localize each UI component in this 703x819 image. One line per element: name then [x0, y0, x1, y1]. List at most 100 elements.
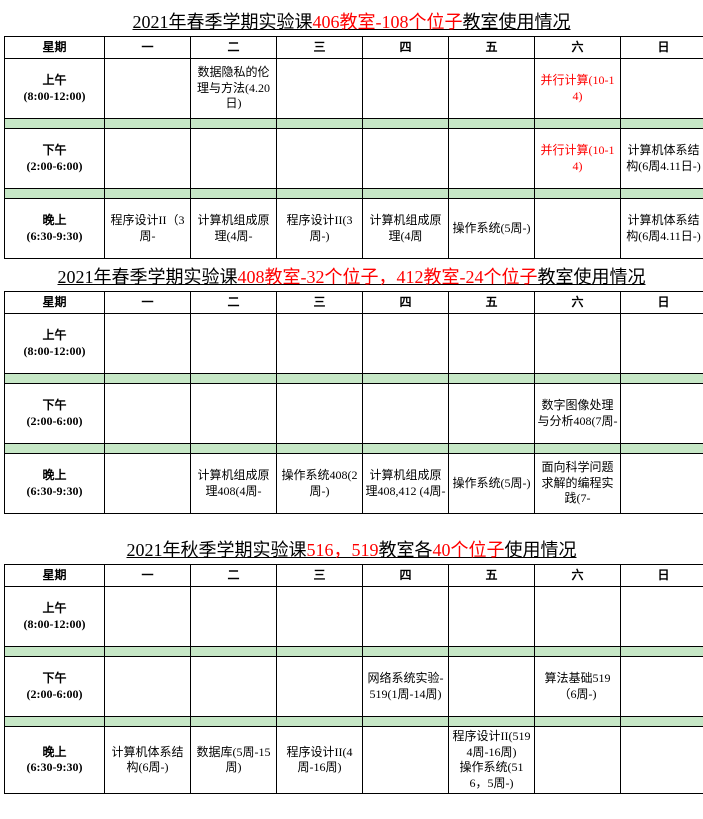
separator-row — [5, 119, 703, 129]
table-title: 2021年春季学期实验课406教室-108个位子教室使用情况 — [4, 8, 699, 34]
cell-evening-6 — [535, 199, 621, 259]
col-day-6: 六 — [535, 292, 621, 314]
sep-cell — [5, 444, 105, 454]
sep-cell — [277, 444, 363, 454]
cell-evening-2: 计算机组成原理408(4周- — [191, 454, 277, 514]
row-evening: 晚上(6:30-9:30)计算机体系结构(6周-)数据库(5周-15周)程序设计… — [5, 727, 703, 794]
header-row: 星期一二三四五六日 — [5, 292, 703, 314]
cell-afternoon-5 — [449, 129, 535, 189]
sep-cell — [277, 189, 363, 199]
sep-cell — [363, 444, 449, 454]
sep-cell — [621, 374, 703, 384]
rowhead-morning: 上午(8:00-12:00) — [5, 314, 105, 374]
separator-row — [5, 189, 703, 199]
cell-evening-1: 计算机体系结构(6周-) — [105, 727, 191, 794]
col-day-7: 日 — [621, 565, 703, 587]
table-title: 2021年春季学期实验课408教室-32个位子，412教室-24个位子教室使用情… — [4, 263, 699, 289]
cell-evening-4 — [363, 727, 449, 794]
cell-morning-2 — [191, 314, 277, 374]
schedule-table-3: 星期一二三四五六日上午(8:00-12:00) 下午(2:00-6:00)网络系统… — [4, 564, 703, 794]
cell-afternoon-3 — [277, 657, 363, 717]
cell-afternoon-2 — [191, 129, 277, 189]
col-day-6: 六 — [535, 37, 621, 59]
col-day-4: 四 — [363, 292, 449, 314]
sep-cell — [449, 444, 535, 454]
sep-cell — [277, 119, 363, 129]
cell-morning-7 — [621, 314, 703, 374]
cell-afternoon-6: 数字图像处理与分析408(7周- — [535, 384, 621, 444]
cell-morning-7 — [621, 59, 703, 119]
sep-cell — [105, 189, 191, 199]
cell-evening-3: 操作系统408(2周-) — [277, 454, 363, 514]
rowhead-afternoon: 下午(2:00-6:00) — [5, 384, 105, 444]
schedule-document: 2021年春季学期实验课406教室-108个位子教室使用情况星期一二三四五六日上… — [4, 8, 699, 794]
cell-morning-5 — [449, 59, 535, 119]
title-highlight: 40个位子 — [433, 540, 505, 560]
sep-cell — [5, 189, 105, 199]
sep-cell — [535, 119, 621, 129]
cell-evening-1: 程序设计II（3周- — [105, 199, 191, 259]
cell-afternoon-3 — [277, 384, 363, 444]
cell-afternoon-5 — [449, 657, 535, 717]
cell-morning-5 — [449, 314, 535, 374]
title-pre: 2021年秋季学期实验课 — [127, 540, 307, 560]
cell-afternoon-7 — [621, 384, 703, 444]
title-post: 使用情况 — [505, 540, 577, 560]
row-morning: 上午(8:00-12:00)数据隐私的伦理与方法(4.20日)并行计算(10-1… — [5, 59, 703, 119]
title-pre: 2021年春季学期实验课 — [133, 12, 313, 32]
sep-cell — [105, 717, 191, 727]
sep-cell — [191, 189, 277, 199]
row-afternoon: 下午(2:00-6:00)网络系统实验-519(1周-14周)算法基础519（6… — [5, 657, 703, 717]
cell-afternoon-6: 算法基础519（6周-) — [535, 657, 621, 717]
cell-morning-2 — [191, 587, 277, 647]
row-evening: 晚上(6:30-9:30)程序设计II（3周-计算机组成原理(4周-程序设计II… — [5, 199, 703, 259]
col-day-5: 五 — [449, 292, 535, 314]
col-day-1: 一 — [105, 565, 191, 587]
col-day-3: 三 — [277, 292, 363, 314]
rowhead-morning: 上午(8:00-12:00) — [5, 59, 105, 119]
col-day-4: 四 — [363, 37, 449, 59]
sep-cell — [5, 374, 105, 384]
cell-evening-7 — [621, 727, 703, 794]
rowhead-evening: 晚上(6:30-9:30) — [5, 199, 105, 259]
sep-cell — [363, 189, 449, 199]
cell-afternoon-4 — [363, 384, 449, 444]
sep-cell — [191, 717, 277, 727]
sep-cell — [535, 444, 621, 454]
sep-cell — [449, 189, 535, 199]
separator-row — [5, 717, 703, 727]
sep-cell — [5, 647, 105, 657]
sep-cell — [363, 119, 449, 129]
cell-evening-2: 数据库(5周-15周) — [191, 727, 277, 794]
sep-cell — [621, 189, 703, 199]
sep-cell — [105, 119, 191, 129]
schedule-table-2: 星期一二三四五六日上午(8:00-12:00) 下午(2:00-6:00) 数字图像… — [4, 291, 703, 514]
cell-morning-3 — [277, 59, 363, 119]
header-row: 星期一二三四五六日 — [5, 565, 703, 587]
sep-cell — [105, 444, 191, 454]
cell-morning-4 — [363, 314, 449, 374]
sep-cell — [363, 717, 449, 727]
sep-cell — [535, 189, 621, 199]
sep-cell — [535, 374, 621, 384]
sep-cell — [621, 444, 703, 454]
title-highlight: 406教室-108个位子 — [313, 12, 463, 32]
row-morning: 上午(8:00-12:00) — [5, 314, 703, 374]
col-day-2: 二 — [191, 565, 277, 587]
cell-afternoon-3 — [277, 129, 363, 189]
cell-afternoon-7 — [621, 657, 703, 717]
row-morning: 上午(8:00-12:00) — [5, 587, 703, 647]
sep-cell — [105, 647, 191, 657]
title-highlight: 408教室-32个位子，412教室-24个位子 — [238, 267, 538, 287]
cell-evening-4: 计算机组成原理(4周 — [363, 199, 449, 259]
cell-afternoon-5 — [449, 384, 535, 444]
sep-cell — [621, 717, 703, 727]
cell-evening-3: 程序设计II(4周-16周) — [277, 727, 363, 794]
sep-cell — [105, 374, 191, 384]
rowhead-evening: 晚上(6:30-9:30) — [5, 727, 105, 794]
cell-morning-1 — [105, 314, 191, 374]
cell-morning-6: 并行计算(10-14) — [535, 59, 621, 119]
cell-evening-5: 操作系统(5周-) — [449, 454, 535, 514]
cell-evening-3: 程序设计II(3周-) — [277, 199, 363, 259]
schedule-table-1: 星期一二三四五六日上午(8:00-12:00)数据隐私的伦理与方法(4.20日)… — [4, 36, 703, 259]
